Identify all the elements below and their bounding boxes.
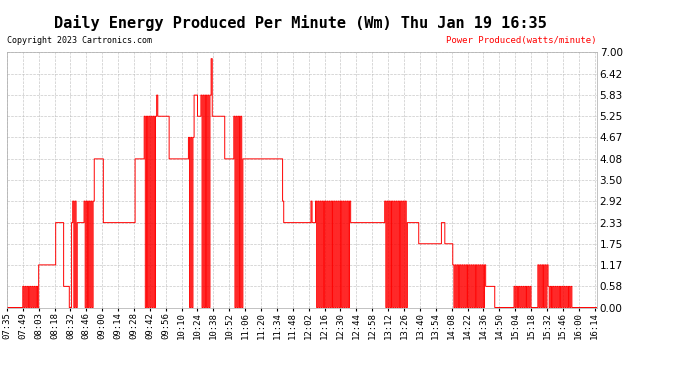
Text: Power Produced(watts/minute): Power Produced(watts/minute) [446, 36, 597, 45]
Text: Daily Energy Produced Per Minute (Wm) Thu Jan 19 16:35: Daily Energy Produced Per Minute (Wm) Th… [54, 15, 546, 31]
Text: Copyright 2023 Cartronics.com: Copyright 2023 Cartronics.com [7, 36, 152, 45]
